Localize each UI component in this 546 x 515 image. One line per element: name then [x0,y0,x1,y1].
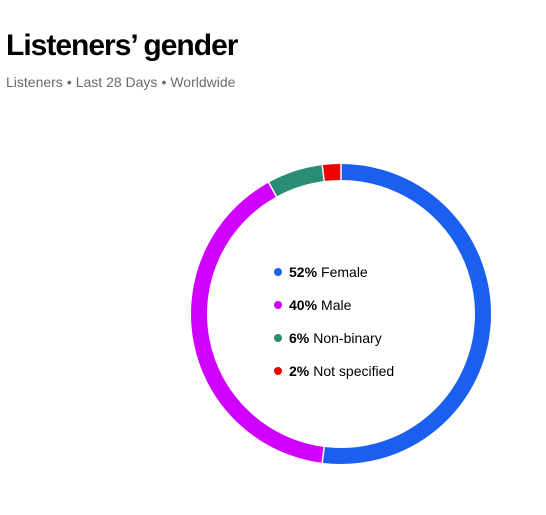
legend-item-female: 52% Female [274,255,394,288]
legend-percent-female: 52% [289,263,318,280]
slice-divider [267,181,278,198]
legend-label-non-binary: Non-binary [313,329,382,346]
legend-swatch-not-specified [274,366,282,375]
donut-slice-male[interactable] [191,182,325,463]
subtitle-audience: Listeners [6,74,63,90]
subtitle-separator: • [161,74,167,90]
page-title: Listeners’ gender [6,29,238,62]
legend-swatch-male [274,300,282,309]
donut-slice-non-binary[interactable] [268,165,325,197]
donut-slice-female[interactable] [322,164,491,464]
legend-percent-male: 40% [289,296,318,313]
legend-swatch-female [274,267,282,276]
legend-item-non-binary: 6% Non-binary [274,321,394,354]
donut-slice-not-specified[interactable] [322,164,342,182]
subtitle-period: Last 28 Days [75,74,158,90]
legend-item-not-specified: 2% Not specified [274,354,394,387]
subtitle-region: Worldwide [170,74,236,90]
chart-legend: 52% Female 40% Male 6% Non-binary 2% Not specif… [274,255,394,387]
legend-label-female: Female [321,263,368,280]
legend-item-male: 40% Male [274,288,394,321]
legend-percent-not-specified: 2% [289,362,310,379]
legend-swatch-non-binary [274,333,282,342]
slice-divider [321,445,326,464]
legend-label-male: Male [321,296,352,313]
subtitle-separator: • [66,74,72,90]
legend-percent-non-binary: 6% [289,329,310,346]
legend-label-not-specified: Not specified [313,362,395,379]
filter-subtitle: Listeners • Last 28 Days • Worldwide [6,73,235,91]
slice-divider [321,164,326,183]
